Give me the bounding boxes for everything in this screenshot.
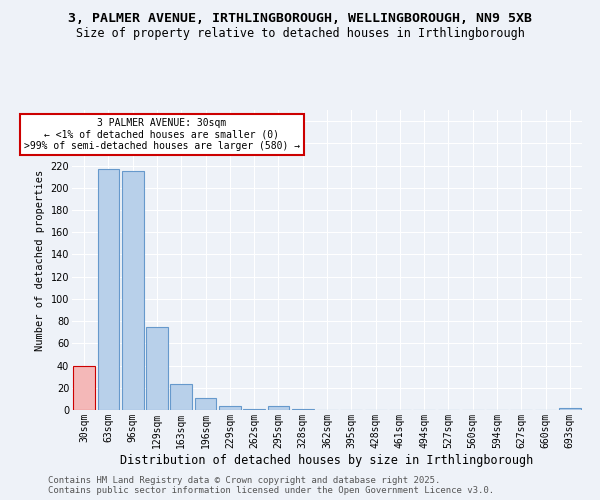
Text: 3, PALMER AVENUE, IRTHLINGBOROUGH, WELLINGBOROUGH, NN9 5XB: 3, PALMER AVENUE, IRTHLINGBOROUGH, WELLI… — [68, 12, 532, 26]
Text: 3 PALMER AVENUE: 30sqm
← <1% of detached houses are smaller (0)
>99% of semi-det: 3 PALMER AVENUE: 30sqm ← <1% of detached… — [24, 118, 300, 151]
Y-axis label: Number of detached properties: Number of detached properties — [35, 170, 45, 350]
X-axis label: Distribution of detached houses by size in Irthlingborough: Distribution of detached houses by size … — [121, 454, 533, 466]
Bar — [559, 408, 581, 410]
Bar — [243, 409, 265, 410]
Text: Size of property relative to detached houses in Irthlingborough: Size of property relative to detached ho… — [76, 28, 524, 40]
Text: Contains public sector information licensed under the Open Government Licence v3: Contains public sector information licen… — [48, 486, 494, 495]
Bar — [170, 384, 192, 410]
Bar — [219, 406, 241, 410]
Text: Contains HM Land Registry data © Crown copyright and database right 2025.: Contains HM Land Registry data © Crown c… — [48, 476, 440, 485]
Bar — [268, 406, 289, 410]
Bar — [97, 169, 119, 410]
Bar — [146, 326, 168, 410]
Bar — [292, 409, 314, 410]
Bar — [194, 398, 217, 410]
Bar — [122, 171, 143, 410]
Bar — [73, 366, 95, 410]
